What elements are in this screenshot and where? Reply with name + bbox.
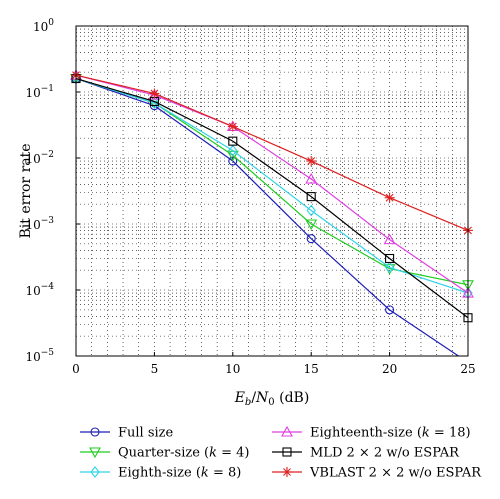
- data-point: [149, 97, 160, 109]
- legend-item: Full size: [80, 426, 174, 441]
- data-point: [385, 305, 395, 315]
- x-tick-label: 5: [151, 362, 159, 376]
- y-tick-label: 10−2: [25, 150, 54, 166]
- series-line: [76, 77, 460, 356]
- legend-marker: [281, 425, 293, 437]
- data-point: [384, 261, 395, 274]
- x-axis-label: Eb/N0 (dB): [234, 390, 310, 408]
- data-point: [228, 156, 238, 166]
- x-tick-label: 0: [72, 362, 80, 376]
- legend-label: Eighth-size (k = 8): [118, 466, 241, 481]
- data-point: [305, 172, 318, 184]
- legend-marker: [89, 447, 101, 459]
- asterisk-stroke: [307, 157, 316, 165]
- asterisk-stroke: [228, 122, 237, 131]
- data-point: [305, 219, 318, 231]
- legend-item: Eighth-size (k = 8): [80, 466, 241, 481]
- legend-label: MLD 2 × 2 w/o ESPAR: [310, 446, 460, 461]
- legend-label: Eighteenth-size (k = 18): [310, 426, 471, 441]
- y-tick-label: 10−1: [25, 84, 54, 100]
- legend-item: MLD 2 × 2 w/o ESPAR: [272, 446, 460, 461]
- data-point: [226, 150, 239, 162]
- asterisk-stroke: [385, 193, 394, 202]
- data-point: [228, 136, 238, 146]
- x-tick-label: 15: [304, 362, 319, 376]
- legend-item: Quarter-size (k = 4): [80, 446, 250, 461]
- y-tick-label: 10−3: [25, 216, 54, 232]
- data-point: [306, 204, 316, 217]
- plot-area: [76, 26, 468, 356]
- legend-label: Quarter-size (k = 4): [118, 446, 250, 461]
- data-point: [149, 88, 160, 99]
- legend-label: Full size: [118, 426, 174, 441]
- plot-frame: [75, 25, 469, 357]
- legend-label: VBLAST 2 × 2 w/o ESPAR: [309, 466, 482, 481]
- grid: [76, 26, 468, 356]
- asterisk-stroke: [283, 468, 291, 476]
- y-axis-ticks: 100 10−1 10−2 10−3 10−4 10−5: [25, 18, 80, 364]
- legend-marker: [90, 427, 100, 437]
- legend-item: VBLAST 2 × 2 w/o ESPAR: [272, 466, 482, 481]
- series-line: [76, 74, 468, 294]
- data-point: [227, 121, 238, 132]
- legend-marker: [282, 447, 292, 457]
- y-tick-label: 10−4: [25, 282, 54, 298]
- data-point: [228, 144, 238, 157]
- series-line: [76, 77, 468, 294]
- legend: Full size Quarter-size (k = 4) Eighth-size…: [80, 426, 482, 481]
- data-point: [306, 234, 316, 244]
- series-layer: [70, 69, 474, 356]
- data-point: [385, 253, 395, 264]
- asterisk-stroke: [150, 89, 159, 98]
- x-axis-ticks: 0 5 10 15 20 25: [72, 352, 476, 376]
- x-tick-label: 20: [382, 362, 397, 376]
- data-point: [306, 156, 317, 167]
- data-point: [306, 192, 316, 202]
- x-tick-label: 25: [460, 362, 475, 376]
- legend-marker: [282, 467, 292, 477]
- series-line: [76, 77, 468, 319]
- legend-item: Eighteenth-size (k = 18): [272, 426, 471, 441]
- legend-marker: [90, 466, 100, 478]
- data-point: [384, 192, 395, 203]
- x-tick-label: 10: [225, 362, 240, 376]
- y-tick-label: 100: [33, 18, 54, 34]
- y-axis-label: Bit error rate: [18, 143, 34, 238]
- series-2: [71, 72, 473, 299]
- y-tick-label: 10−5: [25, 348, 54, 364]
- data-point: [383, 233, 396, 245]
- series-line: [76, 74, 468, 231]
